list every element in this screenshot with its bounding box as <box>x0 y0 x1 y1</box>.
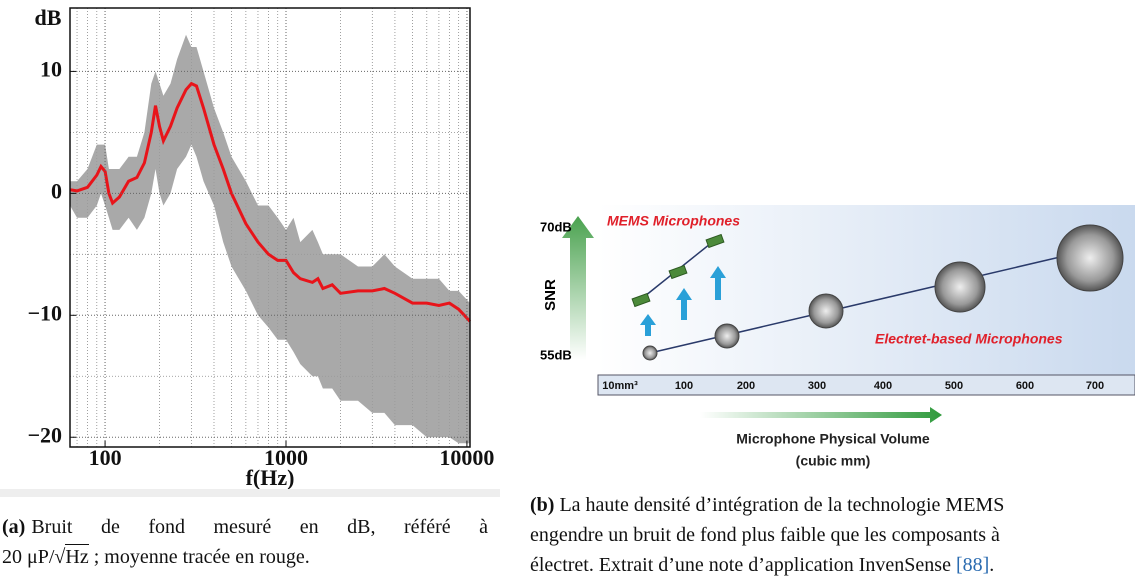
caption-text: électret. Extrait d’une note d’applicati… <box>530 554 951 576</box>
y-top-label: 70dB <box>540 219 572 234</box>
y-tick-label: −10 <box>27 300 62 325</box>
caption-text: engendre un bruit de fond plus faible qu… <box>530 524 1000 546</box>
caption-b: (b) La haute densité d’intégration de la… <box>530 490 1004 580</box>
caption-a: (a) Bruit de fond mesuré en dB, référé à … <box>2 512 488 572</box>
x-label: 100 <box>675 380 693 392</box>
y-tick-label: 0 <box>51 178 62 203</box>
caption-text: Hz <box>65 544 89 568</box>
x-tick-label: 1000 <box>264 445 308 470</box>
separator <box>0 489 500 497</box>
caption-a-line: 20 μP/√Hz ; moyenne tracée en rouge. <box>2 544 310 568</box>
plot-frame <box>69 7 471 448</box>
noise-envelope <box>70 34 470 444</box>
x-label: 700 <box>1086 380 1104 392</box>
electret-mics <box>642 224 1124 361</box>
x-label: 300 <box>808 380 826 392</box>
citation[interactable]: [88] <box>955 554 990 576</box>
caption-text: Bruit de fond mesuré en dB, référé à <box>31 516 488 538</box>
x-label: 200 <box>737 380 755 392</box>
x-strip <box>597 374 1135 396</box>
panel <box>598 205 1135 375</box>
x-title: Microphone Physical Volume <box>736 431 930 447</box>
x-label: 500 <box>945 380 963 392</box>
x-label: 10mm³ <box>602 380 638 392</box>
x-tick-label: 100 <box>89 445 122 470</box>
caption-b-line: (b) La haute densité d’intégration de la… <box>530 490 1004 520</box>
x-axis-label: f(Hz) <box>246 465 295 490</box>
snr-arrow <box>562 216 594 360</box>
x-label: 400 <box>874 380 892 392</box>
mean-line <box>69 81 472 323</box>
y-axis-label: SNR <box>542 279 559 311</box>
up-arrows <box>640 266 726 336</box>
x-unit: (cubic mm) <box>796 453 871 469</box>
x-tick-label: 10000 <box>439 445 494 470</box>
y-axis-label: dB <box>35 5 62 30</box>
caption-b-line: engendre un bruit de fond plus faible qu… <box>530 520 1004 550</box>
figure-b: 70dB 55dB SNR MEMS Microphones Electret-… <box>540 205 1135 469</box>
caption-label: (b) <box>530 494 555 516</box>
caption-a-line: (a) Bruit de fond mesuré en dB, référé à <box>2 512 488 542</box>
caption-text: ; moyenne tracée en rouge. <box>93 546 310 568</box>
y-bottom-label: 55dB <box>540 347 572 362</box>
y-tick-label: 10 <box>40 56 62 81</box>
volume-arrow <box>700 407 942 423</box>
caption-text: La haute densité d’intégration de la tec… <box>559 494 1005 516</box>
electret-label: Electret-based Microphones <box>875 331 1063 347</box>
mems-chips <box>631 233 725 308</box>
caption-text: . <box>989 554 995 576</box>
caption-label: (a) <box>2 516 26 538</box>
caption-text: 20 μP/ <box>2 546 55 568</box>
caption-b-line: électret. Extrait d’une note d’applicati… <box>530 550 1004 580</box>
x-label: 600 <box>1016 380 1034 392</box>
y-tick-label: −20 <box>27 422 62 447</box>
mems-label: MEMS Microphones <box>607 213 740 229</box>
